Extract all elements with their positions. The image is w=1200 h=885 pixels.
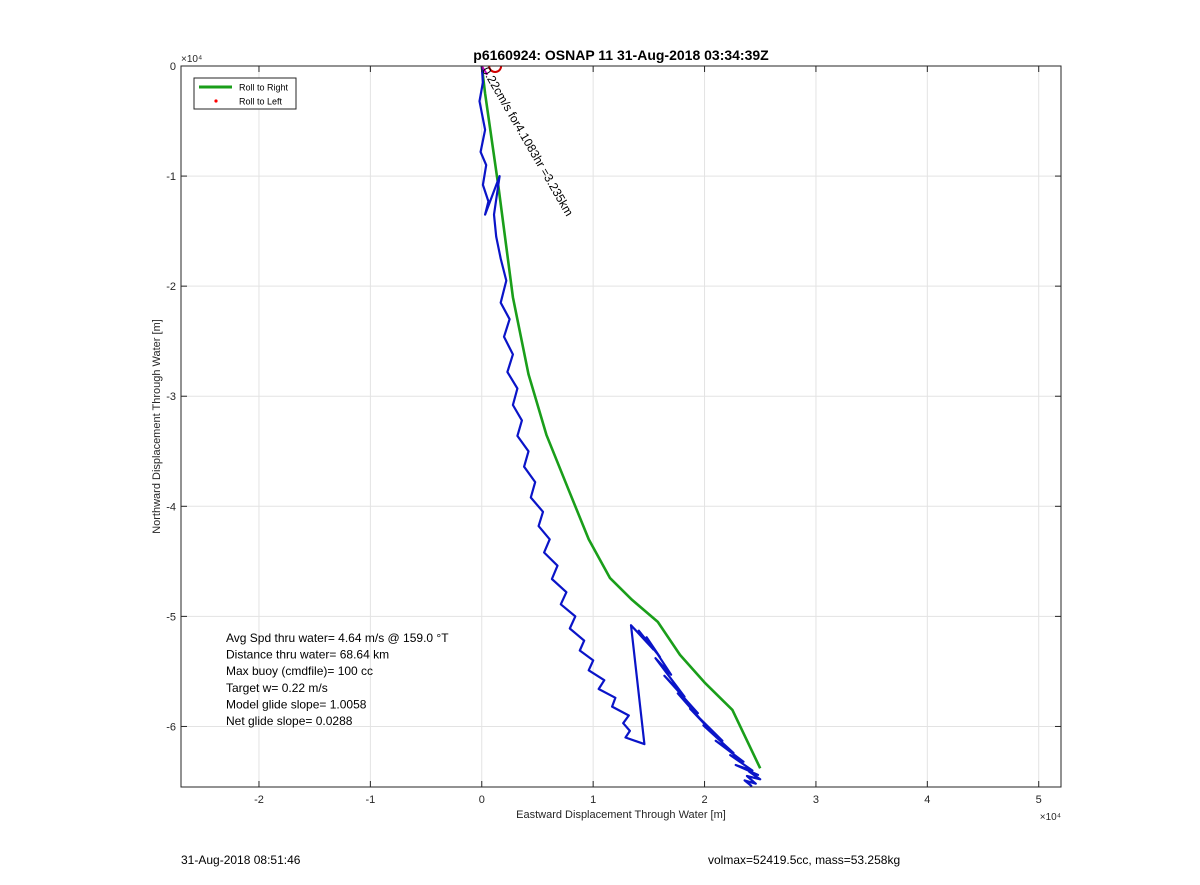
y-tick-label: -5	[166, 611, 176, 623]
x-tick-label: 0	[479, 794, 485, 806]
x-tick-label: 2	[701, 794, 707, 806]
footer-mass-info: volmax=52419.5cc, mass=53.258kg	[708, 853, 901, 867]
start-marker	[488, 66, 503, 73]
stats-line: Target w= 0.22 m/s	[226, 681, 328, 695]
x-tick-label: 3	[813, 794, 819, 806]
x-axis-label: Eastward Displacement Through Water [m]	[516, 809, 726, 821]
stats-line: Max buoy (cmdfile)= 100 cc	[226, 664, 373, 678]
legend-box	[193, 77, 297, 110]
axes-box	[180, 65, 1062, 788]
stats-line: Model glide slope= 1.0058	[226, 697, 367, 711]
x-tick-label: -1	[365, 794, 375, 806]
plot-area	[181, 66, 1061, 787]
legend-label: Roll to Right	[239, 83, 289, 93]
legend-dot-swatch	[214, 99, 218, 103]
current-vector-marker	[480, 66, 489, 76]
x-tick-label: 1	[590, 794, 596, 806]
y-tick-label: -4	[166, 501, 176, 513]
legend-label: Roll to Left	[239, 97, 283, 107]
y-tick-label: -2	[166, 281, 176, 293]
series-line-1	[478, 66, 762, 787]
chart-title: p6160924: OSNAP 11 31-Aug-2018 03:34:39Z	[473, 47, 769, 63]
y-tick-label: 0	[170, 61, 176, 73]
stats-line: Net glide slope= 0.0288	[226, 714, 353, 728]
y-axis-label: Northward Displacement Through Water [m]	[151, 319, 163, 534]
y-exponent-label: ×10⁴	[181, 54, 202, 65]
stats-line: Distance thru water= 68.64 km	[226, 648, 389, 662]
footer-timestamp: 31-Aug-2018 08:51:46	[181, 853, 301, 867]
x-tick-label: 4	[924, 794, 930, 806]
series-line-0	[480, 66, 762, 769]
x-tick-label: -2	[254, 794, 264, 806]
x-tick-label: 5	[1036, 794, 1042, 806]
y-tick-label: -6	[166, 721, 176, 733]
x-exponent-label: ×10⁴	[1040, 812, 1061, 823]
legend: Roll to Right Roll to Left	[193, 77, 297, 110]
stats-line: Avg Spd thru water= 4.64 m/s @ 159.0 °T	[226, 631, 449, 645]
y-tick-label: -1	[166, 171, 176, 183]
y-tick-label: -3	[166, 391, 176, 403]
